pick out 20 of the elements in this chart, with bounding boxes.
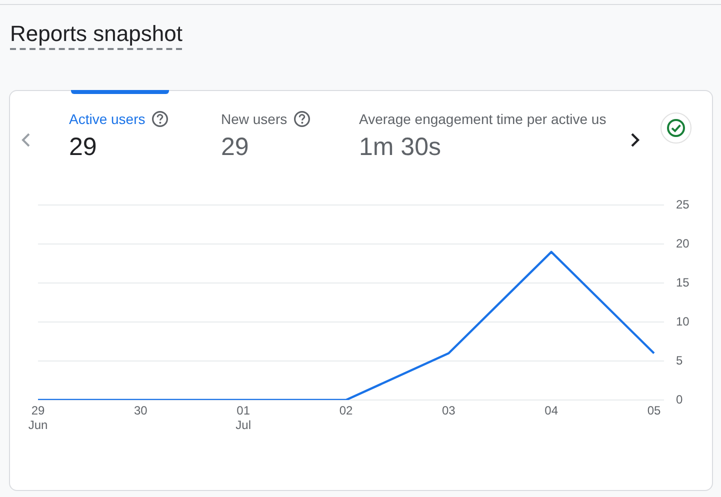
text: Active users [69, 111, 146, 128]
text: 1m 30s [359, 133, 441, 161]
text: Average engagement time per active us [359, 111, 606, 128]
x-tick-label: 29 Jun [28, 404, 48, 432]
chart-title: Reports snapshot [10, 21, 182, 50]
y-tick-label: 25 [676, 198, 690, 212]
x-tick-label: 01 Jul [236, 404, 252, 432]
y-tick-label: 20 [676, 236, 690, 250]
text: New users [221, 111, 288, 128]
x-tick-label: 30 [134, 404, 148, 418]
text: 29 [69, 133, 97, 161]
x-tick-label: 03 [442, 404, 456, 418]
text: 29 [221, 133, 249, 161]
y-tick-label: 5 [676, 353, 683, 368]
y-tick-label: 15 [676, 275, 690, 290]
x-tick-label: 04 [544, 404, 558, 418]
x-tick-label: 02 [339, 404, 353, 418]
x-tick-label: 05 [647, 404, 661, 418]
y-tick-label: 0 [676, 392, 683, 406]
y-tick-label: 10 [676, 314, 690, 328]
